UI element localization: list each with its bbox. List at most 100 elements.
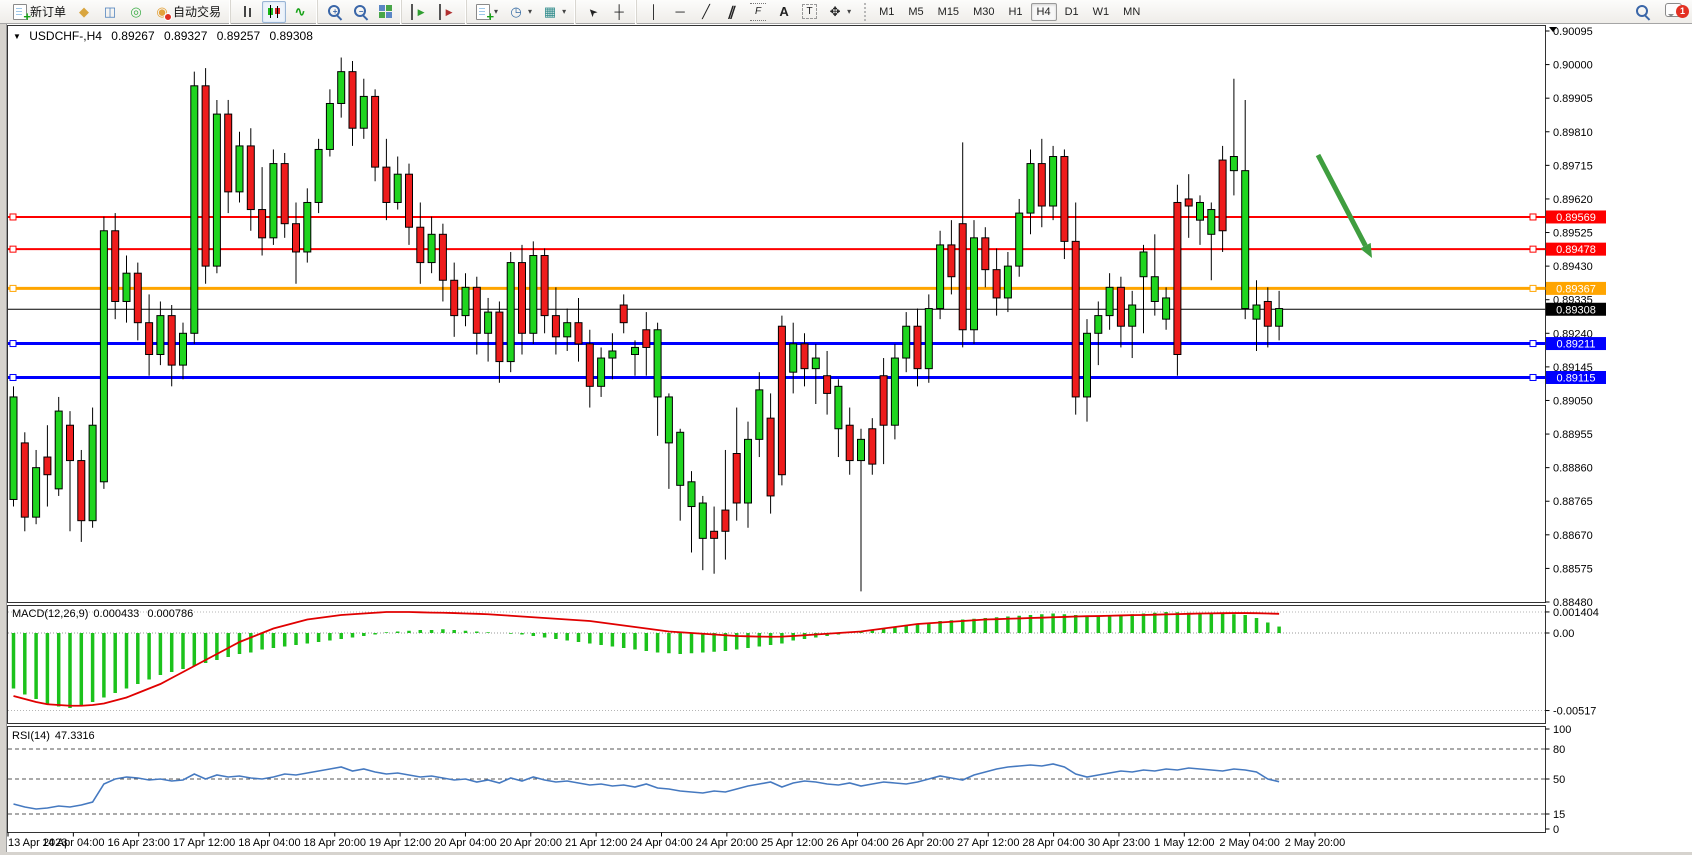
- autotrade-icon: ◉: [154, 4, 173, 21]
- text-button[interactable]: A: [772, 1, 796, 23]
- autotrade-label: 自动交易: [173, 5, 222, 19]
- level-chip-0.89478: 0.89478: [1546, 242, 1606, 256]
- svg-text:0.89367: 0.89367: [1556, 283, 1596, 295]
- market-watch-button[interactable]: ◆: [72, 1, 96, 23]
- vertical-line-icon: │: [650, 3, 659, 19]
- new-order-label: 新订单: [30, 5, 67, 19]
- price-level-lines[interactable]: [8, 213, 1546, 381]
- market-watch-icon: ◆: [79, 3, 90, 19]
- svg-text:24 Apr 04:00: 24 Apr 04:00: [630, 837, 692, 849]
- svg-text:18 Apr 20:00: 18 Apr 20:00: [304, 837, 366, 849]
- indicators-button[interactable]: ▾: [472, 1, 502, 25]
- dropdown-arrow-icon[interactable]: ▾: [562, 7, 567, 16]
- svg-text:19 Apr 12:00: 19 Apr 12:00: [369, 837, 431, 849]
- fibonacci-icon: F: [750, 2, 767, 21]
- timeframe-h4-button[interactable]: H4: [1030, 2, 1057, 21]
- price-low: 0.89257: [216, 29, 261, 43]
- shapes-button[interactable]: ✥ ▾: [823, 1, 855, 23]
- level-chip-0.89115: 0.89115: [1546, 370, 1606, 384]
- dropdown-arrow-icon[interactable]: ▾: [528, 7, 533, 16]
- label-icon: T: [802, 4, 818, 19]
- cursor-button[interactable]: ➤: [581, 1, 605, 23]
- candles-layer: [9, 57, 1284, 592]
- rsi-name: RSI(14): [12, 730, 50, 742]
- svg-text:14 Apr 04:00: 14 Apr 04:00: [42, 837, 104, 849]
- svg-text:0: 0: [1553, 824, 1559, 836]
- zoom-out-button[interactable]: −: [349, 1, 373, 23]
- svg-text:0.88480: 0.88480: [1553, 597, 1593, 609]
- zoom-in-button[interactable]: +: [323, 1, 347, 23]
- svg-text:0.00: 0.00: [1553, 628, 1574, 640]
- notification-badge: 1: [1676, 4, 1689, 18]
- periods-icon: ◷: [510, 3, 522, 19]
- crosshair-button[interactable]: ┼: [607, 1, 631, 23]
- timeframe-mn-button[interactable]: MN: [1123, 5, 1141, 18]
- autoscroll-button[interactable]: ▶: [407, 1, 433, 23]
- level-chip-0.89367: 0.89367: [1546, 281, 1606, 295]
- new-order-button[interactable]: 新订单: [9, 1, 70, 25]
- data-window-button[interactable]: ◫: [98, 1, 122, 23]
- search-icon[interactable]: [1635, 4, 1651, 20]
- label-button[interactable]: T: [798, 1, 821, 23]
- svg-text:21 Apr 12:00: 21 Apr 12:00: [565, 837, 627, 849]
- chat-button[interactable]: 1: [1665, 2, 1689, 22]
- dropdown-arrow-icon[interactable]: ▾: [847, 7, 852, 16]
- dropdown-arrow-icon[interactable]: ▾: [494, 7, 499, 16]
- macd-name: MACD(12,26,9): [12, 608, 89, 620]
- timeframe-d1-button[interactable]: D1: [1064, 5, 1079, 18]
- collapse-triangle-icon[interactable]: ▼: [13, 32, 21, 41]
- price-open: 0.89267: [111, 29, 155, 43]
- svg-text:0.88765: 0.88765: [1553, 496, 1593, 508]
- svg-text:0.89211: 0.89211: [1557, 339, 1596, 351]
- toolbar-right: 1: [1635, 0, 1689, 24]
- trendline-button[interactable]: ╱: [694, 1, 718, 23]
- bar-chart-button[interactable]: [236, 1, 260, 23]
- price-axis: 0.90095 0.90000 0.89905 0.89810 0.89715 0.896…: [1545, 26, 1593, 609]
- templates-button[interactable]: ▦ ▾: [538, 1, 570, 23]
- svg-text:27 Apr 12:00: 27 Apr 12:00: [957, 837, 1019, 849]
- timeframe-m15-button[interactable]: M15: [937, 5, 960, 18]
- price-chips: 0.89569 0.89478 0.89367 0.89211 0.89115 0.893…: [1546, 210, 1606, 384]
- price-high: 0.89327: [164, 29, 208, 43]
- autotrade-button[interactable]: ◉ 自动交易: [150, 1, 225, 23]
- candlestick-button[interactable]: [262, 0, 287, 23]
- periods-button[interactable]: ◷ ▾: [504, 1, 536, 23]
- svg-text:16 Apr 23:00: 16 Apr 23:00: [108, 837, 170, 849]
- signal-button[interactable]: ◎: [124, 1, 148, 23]
- svg-text:0.89715: 0.89715: [1553, 160, 1593, 172]
- toolbar-groups: 新订单◆◫◎◉自动交易∿+−▶▶▾◷▾▦▾➤┼│─╱∥FAT✥▾: [4, 0, 860, 25]
- svg-text:0.89569: 0.89569: [1556, 212, 1596, 224]
- fibonacci-button[interactable]: F: [746, 1, 770, 23]
- horizontal-line-button[interactable]: ─: [668, 1, 692, 23]
- svg-text:0.88670: 0.88670: [1553, 530, 1593, 542]
- toolbar-group: ➤ ┼: [575, 0, 636, 24]
- data-window-icon: ◫: [103, 3, 117, 19]
- tile-windows-button[interactable]: [375, 1, 396, 23]
- timeframe-m30-button[interactable]: M30: [973, 5, 995, 18]
- timeframe-group: M1 M5 M15 M30 H1 H4 D1 W1 MN: [864, 2, 1147, 21]
- rsi-label: RSI(14) 47.3316: [12, 730, 100, 742]
- svg-text:0.89115: 0.89115: [1557, 372, 1596, 384]
- channel-button[interactable]: ∥: [720, 1, 744, 23]
- level-chip-0.89211: 0.89211: [1546, 337, 1606, 351]
- macd-value-signal: 0.000786: [147, 608, 194, 620]
- svg-text:2 May 20:00: 2 May 20:00: [1285, 837, 1346, 849]
- bar-chart-icon: [240, 3, 257, 20]
- svg-text:25 Apr 12:00: 25 Apr 12:00: [761, 837, 823, 849]
- timeframe-m5-button[interactable]: M5: [908, 5, 924, 18]
- timeframe-h1-button[interactable]: H1: [1008, 5, 1023, 18]
- svg-text:20 Apr 20:00: 20 Apr 20:00: [500, 837, 562, 849]
- svg-text:50: 50: [1553, 774, 1565, 786]
- vertical-line-button[interactable]: │: [642, 1, 666, 23]
- line-chart-button[interactable]: ∿: [288, 1, 312, 23]
- toolbar-group: │ ─ ╱ ∥ F A T ✥ ▾: [636, 0, 860, 24]
- svg-text:-0.00517: -0.00517: [1553, 706, 1596, 718]
- timeframe-w1-button[interactable]: W1: [1092, 5, 1110, 18]
- svg-text:0.89145: 0.89145: [1553, 362, 1593, 374]
- autoscroll-icon: ▶: [411, 3, 429, 20]
- chart-shift-button[interactable]: ▶: [435, 1, 461, 23]
- timeframe-m1-button[interactable]: M1: [879, 5, 895, 18]
- annotation-arrow[interactable]: [1315, 153, 1372, 258]
